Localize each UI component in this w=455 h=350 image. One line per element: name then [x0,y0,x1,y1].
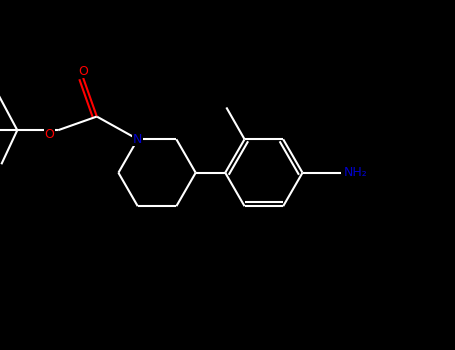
Text: O: O [78,65,88,78]
Text: N: N [133,133,142,146]
Text: O: O [44,128,54,141]
Text: NH₂: NH₂ [344,166,368,179]
